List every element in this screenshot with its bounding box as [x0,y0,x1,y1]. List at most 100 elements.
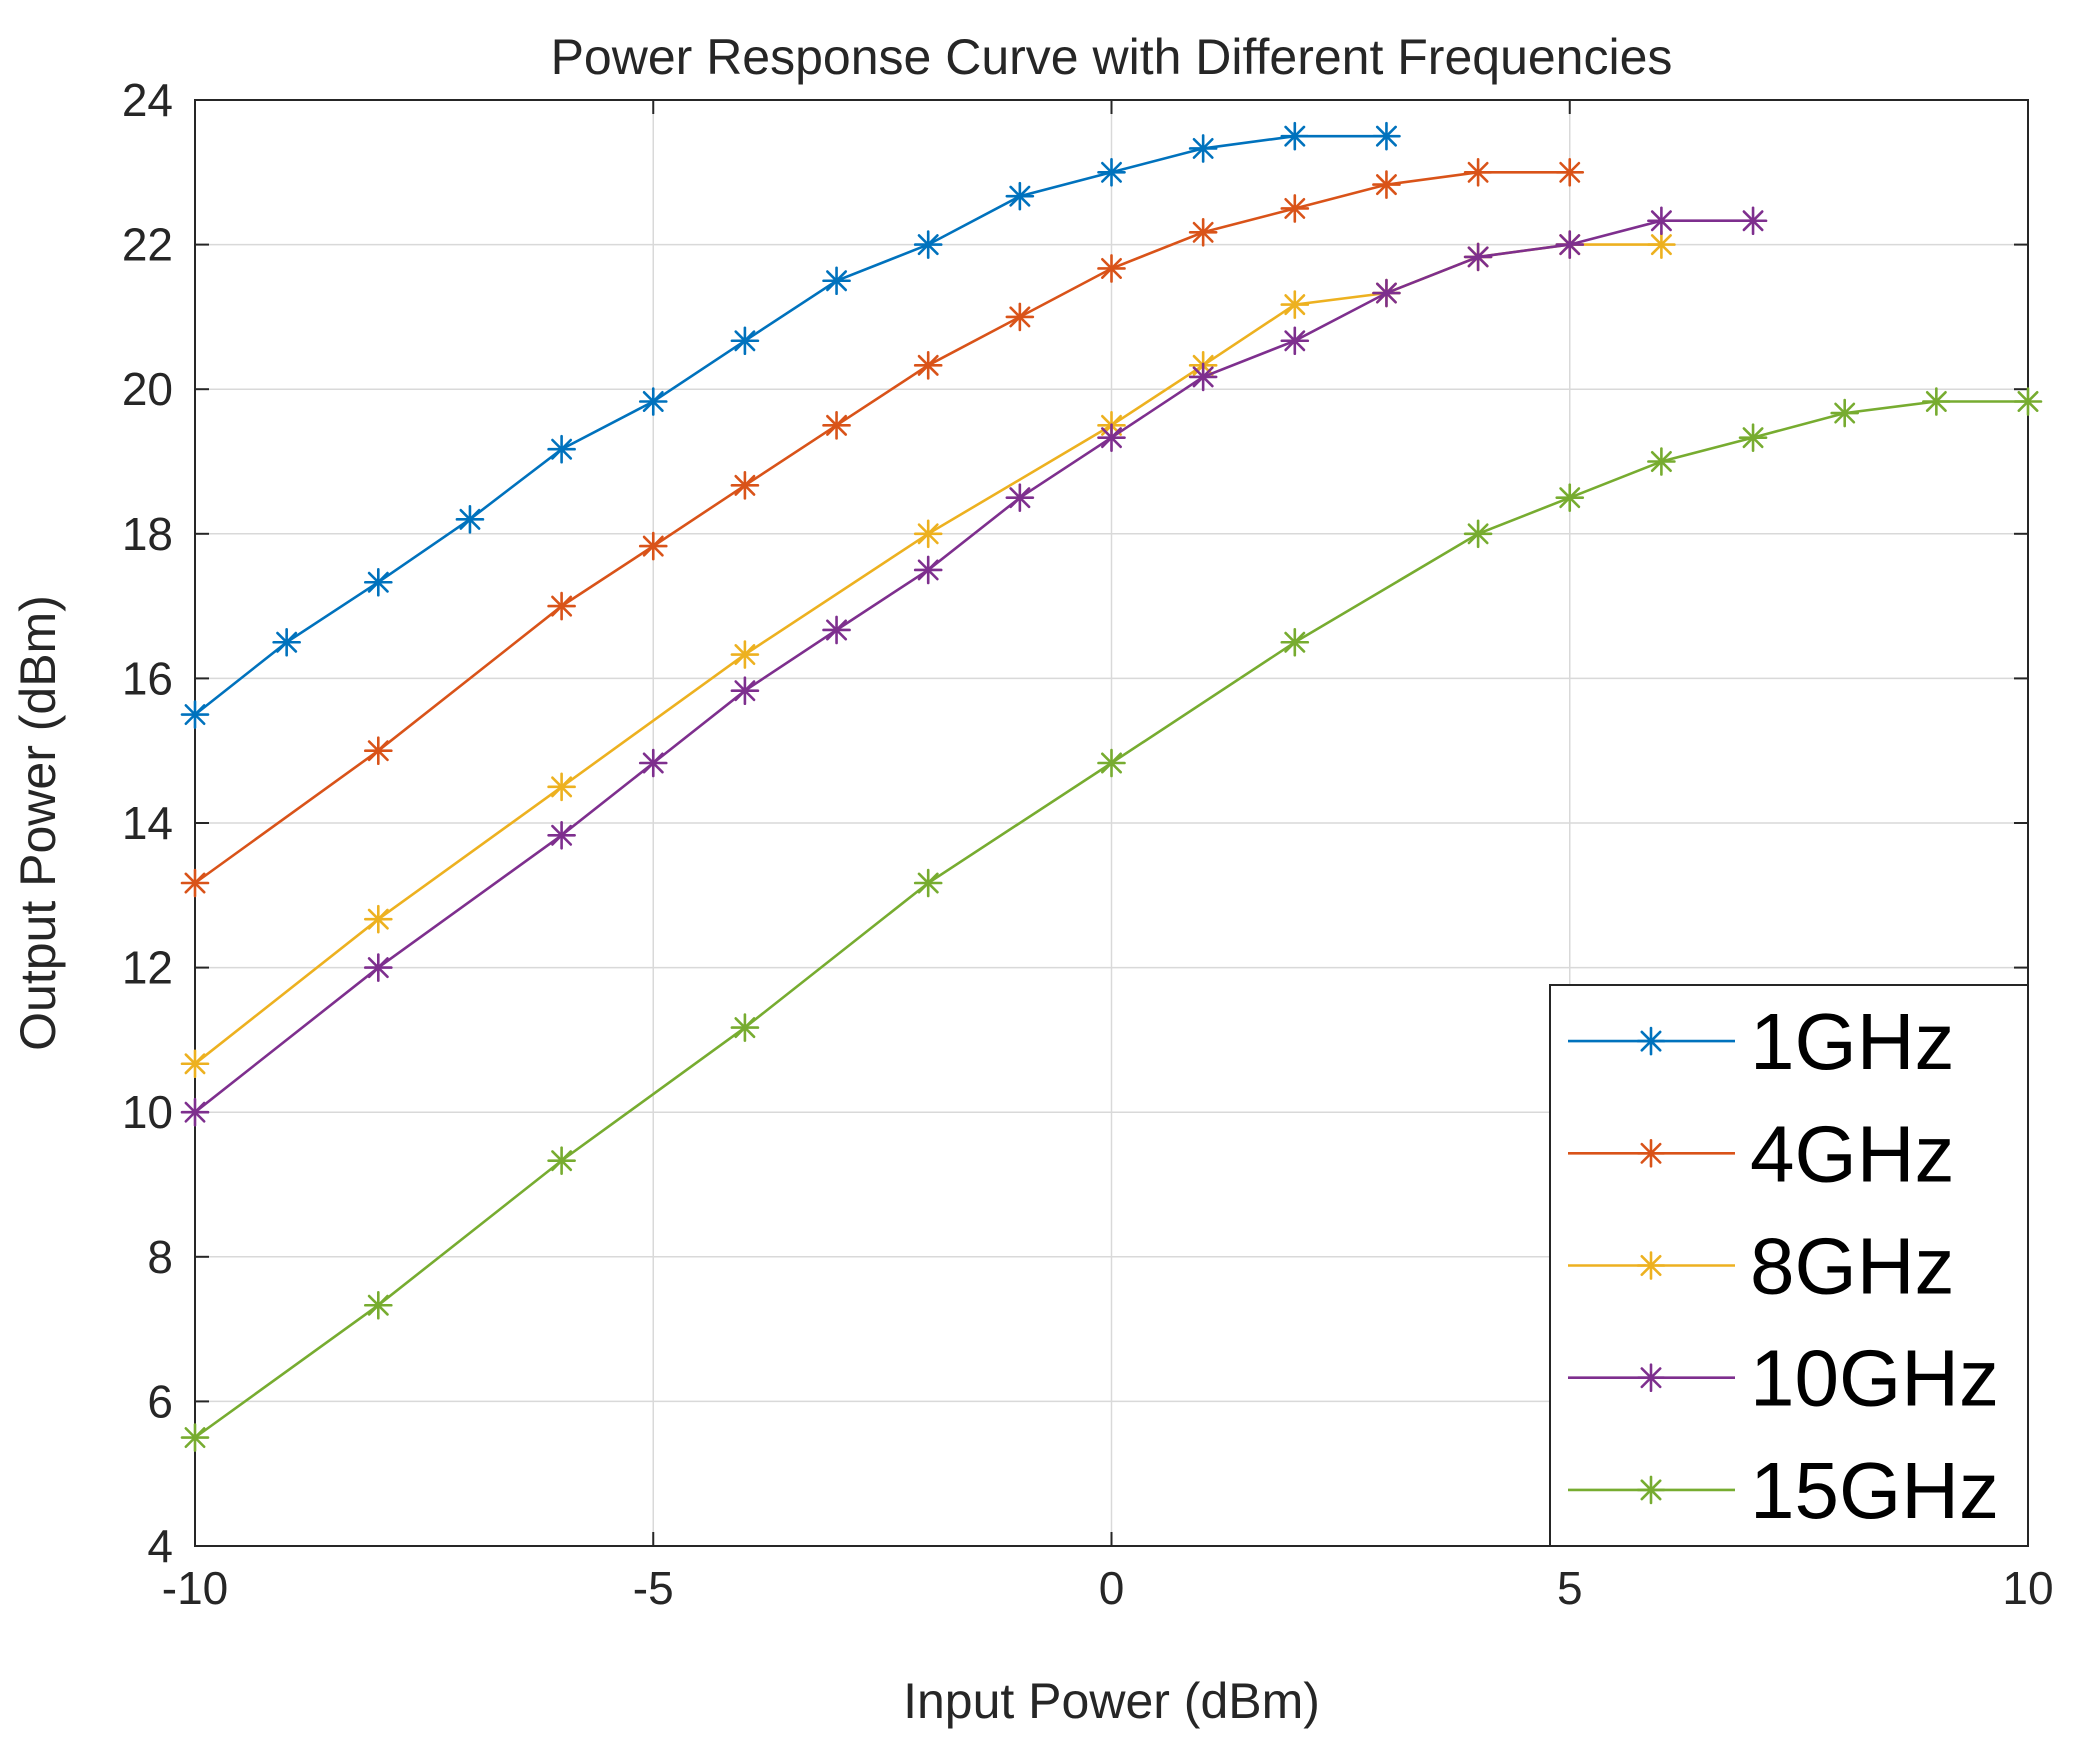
series-10GHz [180,206,1768,1127]
data-point-marker [638,531,668,561]
data-point-marker [547,434,576,464]
data-point-marker [1005,483,1035,512]
data-point-marker [1636,1475,1666,1505]
legend-item-15GHz: 15GHz [1568,1446,1999,1535]
y-tick-label: 8 [147,1231,173,1283]
data-point-marker [1922,387,1951,416]
chart-title: Power Response Curve with Different Freq… [551,29,1673,85]
y-tick-label: 14 [122,797,173,849]
data-point-marker [1280,326,1310,356]
data-point-marker [2013,387,2043,416]
data-point-marker [180,700,210,729]
y-tick-label: 18 [122,508,173,560]
data-point-marker [547,820,576,850]
data-point-marker [1738,423,1768,452]
y-axis-label: Output Power (dBm) [10,595,66,1051]
data-point-marker [1372,278,1401,308]
y-tick-label: 20 [122,363,173,415]
data-point-marker [1636,1251,1666,1280]
data-point-marker [638,387,668,416]
data-point-marker [1005,302,1035,332]
legend-label: 10GHz [1750,1334,1999,1423]
data-point-marker [547,772,576,802]
data-point-marker [822,411,851,440]
data-point-marker [1636,1139,1666,1168]
x-tick-label: -5 [633,1562,674,1614]
data-point-marker [1463,158,1493,187]
data-point-marker [180,1049,210,1079]
x-tick-label: 5 [1557,1562,1583,1614]
data-point-marker [1738,206,1768,236]
data-point-marker [1188,218,1218,247]
data-point-marker [1647,447,1676,476]
data-point-marker [1555,483,1585,512]
data-point-marker [1555,158,1585,187]
series-4GHz [180,158,1585,898]
data-series [180,121,2043,1452]
legend: 1GHz 4GHz 8GHz 10GHz 15GHz [1549,984,2029,1547]
data-point-marker [730,471,760,500]
data-point-marker [1188,362,1218,392]
data-point-marker [1372,121,1401,151]
data-point-marker [1097,254,1126,283]
data-point-marker [730,640,760,669]
data-point-marker [1647,230,1676,259]
y-tick-label: 12 [122,942,173,994]
data-point-marker [363,567,393,597]
legend-item-4GHz: 4GHz [1568,1109,1955,1198]
series-15GHz [180,387,2043,1452]
data-point-marker [180,868,210,898]
data-point-marker [1636,1363,1666,1392]
data-point-marker [547,1146,576,1175]
data-point-marker [730,1013,760,1042]
data-point-marker [1188,134,1218,163]
y-tick-label: 4 [147,1520,173,1572]
data-point-marker [1280,290,1310,319]
series-line [194,400,2028,1439]
legend-label: 4GHz [1750,1109,1955,1198]
data-point-marker [1463,519,1493,549]
data-point-marker [730,326,760,356]
data-point-marker [1280,194,1310,223]
data-point-marker [363,1290,393,1320]
series-line [194,219,1753,1114]
data-point-marker [913,519,943,549]
data-point-marker [1005,181,1035,211]
data-point-marker [180,1097,210,1127]
data-point-marker [913,868,943,898]
legend-label: 1GHz [1750,997,1955,1086]
data-point-marker [1830,398,1859,428]
data-point-marker [1636,1026,1666,1056]
y-tick-label: 22 [122,219,173,271]
data-point-marker [1647,206,1676,236]
data-point-marker [1280,121,1310,151]
data-point-marker [913,230,943,259]
x-tick-label: -10 [162,1562,228,1614]
y-tick-label: 6 [147,1375,173,1427]
data-point-marker [822,615,851,645]
data-point-marker [1097,158,1126,187]
data-point-marker [363,953,393,982]
series-line [194,171,1570,885]
legend-label: 15GHz [1750,1446,1999,1535]
data-point-marker [547,591,576,621]
legend-label: 8GHz [1750,1222,1955,1311]
legend-item-8GHz: 8GHz [1568,1222,1955,1311]
data-point-marker [363,904,393,934]
x-tick-label: 0 [1099,1562,1125,1614]
legend-item-1GHz: 1GHz [1568,997,1955,1086]
data-point-marker [1280,627,1310,657]
legend-item-10GHz: 10GHz [1568,1334,1999,1423]
data-point-marker [1097,748,1126,778]
data-point-marker [822,266,851,296]
data-point-marker [913,555,943,585]
series-1GHz [180,121,1401,729]
y-tick-label: 16 [122,652,173,704]
x-tick-label: 10 [2002,1562,2053,1614]
data-point-marker [455,505,485,534]
axis-ticks: -10 -5 0 5 10 4 6 8 10 12 14 16 18 20 22 24 [122,74,2054,1614]
data-point-marker [1555,230,1585,259]
data-point-marker [1097,423,1126,452]
